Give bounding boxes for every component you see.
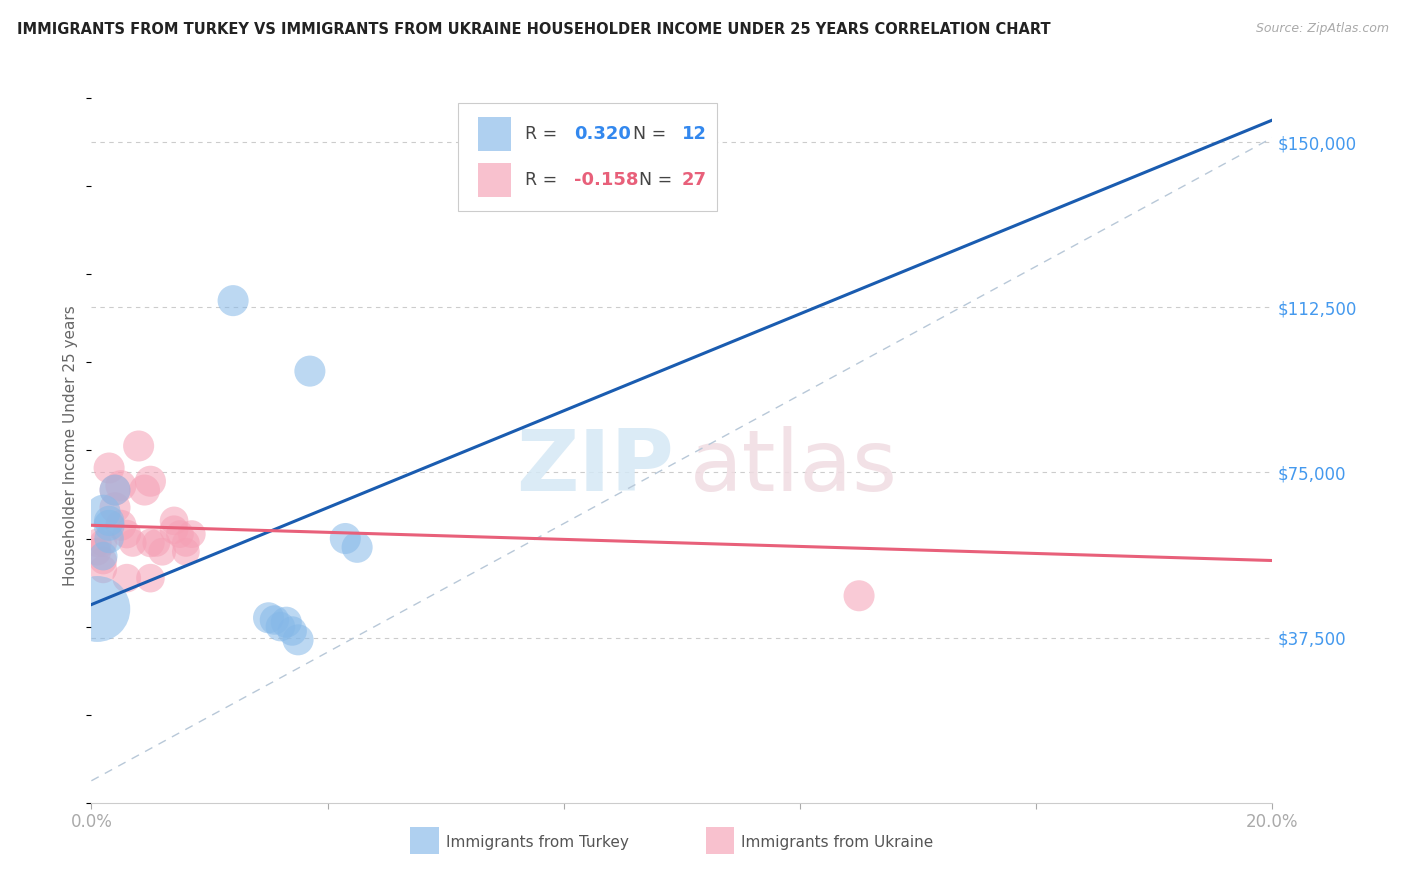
Point [128, 439, 150, 453]
Point [150, 545, 173, 559]
Point [848, 589, 870, 603]
Point [287, 632, 309, 647]
Y-axis label: Householder Income Under 25 years: Householder Income Under 25 years [63, 306, 79, 586]
Text: Immigrants from Ukraine: Immigrants from Ukraine [741, 835, 934, 849]
Point [110, 518, 132, 533]
Point [163, 523, 186, 537]
Point [180, 527, 202, 541]
Point [98, 514, 121, 528]
Point [91, 536, 114, 550]
Point [98, 461, 121, 475]
Point [86, 536, 108, 550]
Point [98, 518, 121, 533]
Point [121, 536, 143, 550]
Text: N =: N = [640, 171, 678, 189]
FancyBboxPatch shape [706, 827, 734, 855]
Text: R =: R = [524, 171, 562, 189]
Point [86, 602, 108, 616]
Point [257, 611, 280, 625]
Text: 12: 12 [682, 125, 707, 143]
Point [91, 549, 114, 563]
Text: 0.320: 0.320 [575, 125, 631, 143]
Point [346, 541, 368, 555]
Point [91, 553, 114, 567]
Point [145, 536, 167, 550]
FancyBboxPatch shape [411, 827, 439, 855]
Text: IMMIGRANTS FROM TURKEY VS IMMIGRANTS FROM UKRAINE HOUSEHOLDER INCOME UNDER 25 YE: IMMIGRANTS FROM TURKEY VS IMMIGRANTS FRO… [17, 22, 1050, 37]
Point [222, 293, 245, 308]
Point [104, 500, 127, 515]
Point [174, 545, 197, 559]
Point [139, 536, 162, 550]
Point [115, 571, 138, 585]
FancyBboxPatch shape [457, 103, 717, 211]
Text: 27: 27 [682, 171, 707, 189]
Text: N =: N = [634, 125, 672, 143]
Point [91, 562, 114, 576]
Text: Source: ZipAtlas.com: Source: ZipAtlas.com [1256, 22, 1389, 36]
Point [169, 527, 191, 541]
Text: ZIP: ZIP [516, 425, 673, 509]
Point [134, 483, 156, 497]
Point [263, 613, 285, 627]
Point [269, 619, 291, 633]
Point [174, 536, 197, 550]
Point [104, 483, 127, 497]
Point [98, 532, 121, 546]
Text: atlas: atlas [690, 425, 898, 509]
Point [139, 475, 162, 489]
Point [115, 527, 138, 541]
Point [91, 505, 114, 519]
Point [104, 483, 127, 497]
Text: R =: R = [524, 125, 562, 143]
Point [110, 478, 132, 492]
FancyBboxPatch shape [478, 163, 510, 197]
Point [335, 532, 357, 546]
Point [139, 571, 162, 585]
Point [86, 545, 108, 559]
Point [298, 364, 321, 378]
Text: -0.158: -0.158 [575, 171, 638, 189]
Text: Immigrants from Turkey: Immigrants from Turkey [446, 835, 628, 849]
Point [276, 615, 298, 630]
Point [163, 514, 186, 528]
FancyBboxPatch shape [478, 117, 510, 151]
Point [281, 624, 304, 638]
